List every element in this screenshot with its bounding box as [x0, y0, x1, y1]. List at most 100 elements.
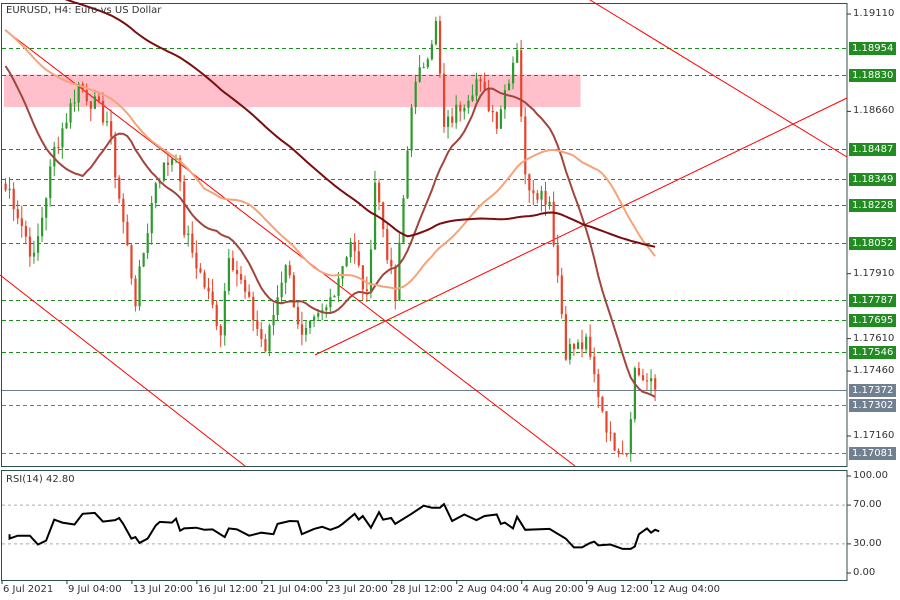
candle-body [499, 109, 503, 129]
candle-body [654, 378, 657, 390]
time-tick-label: 2 Aug 04:00 [457, 584, 519, 595]
candle-body [556, 245, 559, 276]
candle-body [503, 90, 507, 110]
price-tick-label: 1.17910 [853, 267, 895, 279]
candle-body [41, 217, 44, 237]
candle-body [309, 320, 312, 328]
price-level-label: 1.18954 [849, 41, 897, 55]
candle-body [629, 419, 632, 454]
candle-body [28, 236, 32, 257]
candle-body [288, 265, 291, 276]
candle-body [166, 162, 170, 165]
price-tick-label: 1.18660 [853, 105, 895, 117]
candle-body [252, 296, 255, 321]
candle-body [4, 183, 7, 191]
candle-body [406, 150, 409, 199]
candle-body [235, 270, 239, 275]
candle-body [418, 67, 421, 82]
candle-body [110, 121, 113, 137]
candle-body [398, 242, 401, 301]
candle-body [85, 90, 88, 102]
time-tick-label: 12 Aug 04:00 [652, 584, 721, 595]
candle-body [402, 198, 405, 243]
candle-body [191, 233, 194, 253]
candle-body [597, 374, 600, 398]
trend-line [0, 274, 246, 467]
time-tick-label: 13 Jul 20:00 [132, 584, 193, 595]
chart-title: EURUSD, H4: Euro vs US Dollar [6, 5, 162, 16]
candle-body [97, 96, 101, 101]
time-tick-label: 16 Jul 12:00 [197, 584, 258, 595]
main-pane-border [1, 3, 848, 467]
candle-body [16, 209, 19, 219]
candle-body [463, 107, 466, 112]
time-tick-label: 4 Aug 20:00 [522, 584, 584, 595]
candle-body [507, 83, 511, 91]
candle-body [621, 453, 624, 455]
candle-body [410, 107, 413, 151]
candle-body [467, 100, 470, 108]
price-level-label: 1.18830 [849, 68, 897, 82]
candle-body [325, 307, 328, 311]
candle-body [568, 344, 572, 360]
rsi-tick-label: 0.00 [853, 567, 876, 578]
candle-body [487, 89, 490, 111]
candle-body [471, 95, 474, 101]
candle-body [244, 279, 247, 292]
candle-body [227, 258, 230, 291]
candle-body [77, 83, 80, 103]
candle-body [576, 342, 580, 350]
candle-body [101, 100, 105, 123]
moving-average-mid [4, 29, 656, 290]
candle-body [357, 251, 360, 266]
candle-body [183, 181, 186, 236]
candle-body [625, 453, 628, 455]
candle-body [613, 432, 616, 451]
candle-body [268, 325, 271, 352]
candle-body [20, 218, 23, 227]
price-level-label: 1.18349 [849, 172, 897, 186]
rsi-tick-label: 100.00 [853, 470, 888, 481]
candle-body [296, 307, 300, 325]
candle-body [581, 342, 584, 350]
candle-body [150, 203, 153, 234]
candle-body [280, 282, 283, 298]
time-tick-label: 9 Aug 12:00 [587, 584, 649, 595]
price-level-label: 1.17302 [849, 398, 897, 412]
candle-body [73, 102, 76, 104]
price-tick-label: 1.19110 [853, 8, 895, 19]
candle-body [544, 190, 547, 205]
time-tick-label: 28 Jul 12:00 [392, 584, 453, 595]
moving-average-slow [64, 0, 656, 248]
price-level-label: 1.17695 [849, 313, 897, 327]
candle-body [313, 316, 316, 321]
candle-body [633, 368, 636, 420]
time-tick-label: 9 Jul 04:00 [67, 584, 122, 595]
price-level-label: 1.18052 [849, 236, 897, 250]
candle-body [491, 110, 494, 113]
candle-body [341, 266, 344, 279]
candle-body [532, 190, 535, 194]
candle-body [142, 252, 145, 267]
candle-body [122, 198, 125, 222]
candle-body [36, 236, 40, 253]
candle-body [146, 233, 149, 253]
candle-body [134, 278, 137, 307]
price-tick-label: 1.17610 [853, 332, 895, 344]
candle-body [479, 79, 482, 82]
rsi-label: RSI(14) 42.80 [6, 474, 75, 485]
candle-body [455, 104, 458, 123]
candle-body [118, 177, 121, 199]
candle-body [49, 166, 52, 199]
candle-body [337, 278, 340, 296]
candle-body [447, 116, 450, 127]
time-tick-label: 6 Jul 2021 [3, 584, 54, 595]
time-tick-label: 23 Jul 20:00 [327, 584, 388, 595]
candle-body [276, 297, 279, 316]
candle-body [414, 81, 417, 108]
candle-body [211, 291, 214, 305]
candle-body [540, 190, 543, 200]
time-tick-label: 21 Jul 04:00 [262, 584, 323, 595]
candle-body [333, 295, 336, 298]
